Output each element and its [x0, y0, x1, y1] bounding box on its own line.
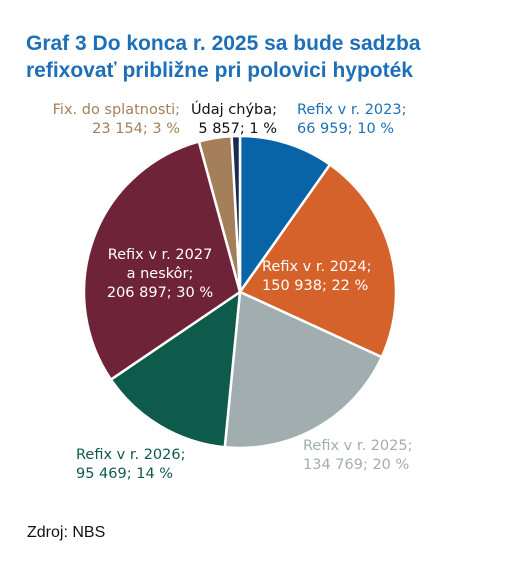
slice-label-2-line-1: Refix v r. 2024; [262, 259, 372, 275]
pie-slice-7 [230, 134, 242, 294]
slice-label-4: Refix v r. 2026; 95 469; 14 % [76, 446, 186, 484]
slice-label-7-line-2: 5 857; 1 % [198, 121, 277, 137]
pie-slice-3 [223, 290, 384, 450]
slice-label-4-line-1: Refix v r. 2026; [76, 447, 186, 463]
chart-title-line-1: Graf 3 Do konca r. 2025 sa bude sadzba [26, 32, 421, 55]
pie-slice-1 [238, 134, 332, 294]
slice-label-7: Údaj chýba; 5 857; 1 % [185, 101, 277, 139]
chart-title-line-2: refixovať približne pri polovici hypoték [26, 59, 413, 82]
pie-slice-5 [82, 140, 242, 381]
slice-label-3-line-2: 134 769; 20 % [303, 457, 410, 473]
slice-label-1: Refix v r. 2023; 66 959; 10 % [297, 101, 407, 139]
slice-label-5-line-2: a neskôr; [126, 266, 194, 282]
slice-label-1-line-1: Refix v r. 2023; [297, 102, 407, 118]
slice-label-5: Refix v r. 2027 a neskôr; 206 897; 30 % [96, 246, 224, 303]
slice-label-6-line-2: 23 154; 3 % [92, 121, 180, 137]
pie-slice-4 [109, 290, 242, 449]
slice-label-3-line-1: Refix v r. 2025; [303, 438, 413, 454]
chart-title: Graf 3 Do konca r. 2025 sa bude sadzba r… [26, 30, 496, 84]
slice-label-2-line-2: 150 938; 22 % [262, 278, 369, 294]
slice-label-2: Refix v r. 2024; 150 938; 22 % [262, 258, 372, 296]
slice-label-6: Fix. do splatnosti; 23 154; 3 % [40, 101, 180, 139]
slice-label-5-line-1: Refix v r. 2027 [107, 247, 213, 263]
source-note: Zdroj: NBS [27, 524, 106, 541]
slice-label-1-line-2: 66 959; 10 % [297, 121, 395, 137]
slice-label-6-line-1: Fix. do splatnosti; [52, 102, 180, 118]
slice-label-7-line-1: Údaj chýba; [190, 102, 277, 118]
slice-label-5-line-3: 206 897; 30 % [106, 285, 214, 301]
slice-label-3: Refix v r. 2025; 134 769; 20 % [303, 437, 413, 475]
slice-label-4-line-2: 95 469; 14 % [76, 466, 174, 482]
pie-slices [82, 134, 398, 450]
